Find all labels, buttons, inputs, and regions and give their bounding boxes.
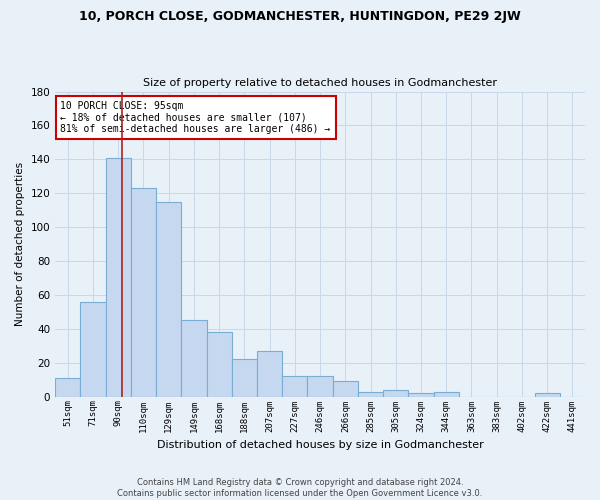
Bar bbox=[181, 320, 206, 396]
Bar bbox=[434, 392, 459, 396]
Bar bbox=[206, 332, 232, 396]
Bar bbox=[156, 202, 181, 396]
Y-axis label: Number of detached properties: Number of detached properties bbox=[15, 162, 25, 326]
Text: 10 PORCH CLOSE: 95sqm
← 18% of detached houses are smaller (107)
81% of semi-det: 10 PORCH CLOSE: 95sqm ← 18% of detached … bbox=[61, 100, 331, 134]
Bar bbox=[409, 393, 434, 396]
Bar bbox=[106, 158, 131, 396]
Bar bbox=[383, 390, 409, 396]
Text: 10, PORCH CLOSE, GODMANCHESTER, HUNTINGDON, PE29 2JW: 10, PORCH CLOSE, GODMANCHESTER, HUNTINGD… bbox=[79, 10, 521, 23]
Bar bbox=[232, 360, 257, 397]
Bar bbox=[80, 302, 106, 396]
Bar bbox=[257, 351, 282, 397]
Bar bbox=[535, 393, 560, 396]
Bar bbox=[131, 188, 156, 396]
Bar bbox=[307, 376, 332, 396]
Text: Contains HM Land Registry data © Crown copyright and database right 2024.
Contai: Contains HM Land Registry data © Crown c… bbox=[118, 478, 482, 498]
Title: Size of property relative to detached houses in Godmanchester: Size of property relative to detached ho… bbox=[143, 78, 497, 88]
Bar bbox=[358, 392, 383, 396]
Bar bbox=[55, 378, 80, 396]
X-axis label: Distribution of detached houses by size in Godmanchester: Distribution of detached houses by size … bbox=[157, 440, 484, 450]
Bar bbox=[282, 376, 307, 396]
Bar bbox=[332, 382, 358, 396]
